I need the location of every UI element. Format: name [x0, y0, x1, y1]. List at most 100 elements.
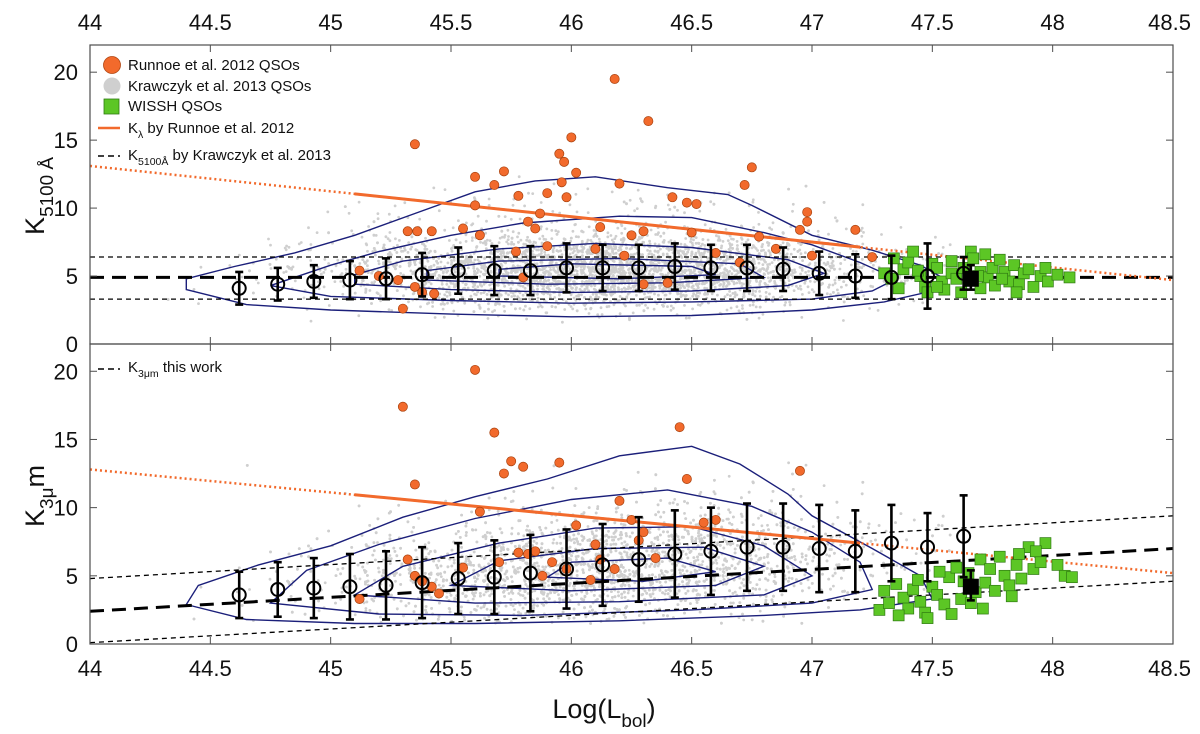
krawczyk-point	[703, 251, 706, 255]
krawczyk-point	[735, 240, 739, 243]
krawczyk-point	[582, 271, 585, 274]
krawczyk-point	[849, 263, 853, 267]
krawczyk-point	[494, 303, 497, 307]
krawczyk-point	[386, 237, 390, 241]
krawczyk-point	[552, 246, 556, 250]
krawczyk-point	[553, 296, 557, 299]
krawczyk-point	[822, 261, 826, 265]
wissh-point	[1039, 262, 1052, 274]
krawczyk-point	[493, 309, 496, 312]
krawczyk-point	[868, 307, 871, 310]
krawczyk-point	[851, 249, 855, 253]
krawczyk-point	[296, 257, 299, 260]
binned-medians	[231, 242, 972, 310]
krawczyk-point	[509, 287, 513, 290]
krawczyk-point	[635, 241, 638, 244]
krawczyk-point	[485, 293, 489, 296]
krawczyk-point	[592, 229, 596, 232]
krawczyk-point	[558, 211, 562, 215]
top-x-tick-labels: 44 44.5 45 45.5 46 46.5 47 47.5 48 48.5	[78, 10, 1191, 35]
krawczyk-point	[475, 267, 479, 271]
runnoe-point	[429, 288, 440, 299]
krawczyk-point	[773, 281, 777, 285]
krawczyk-point	[589, 239, 593, 242]
krawczyk-point	[372, 220, 376, 224]
krawczyk-point	[611, 284, 615, 287]
runnoe-point	[513, 190, 524, 201]
krawczyk-point	[607, 305, 611, 308]
krawczyk-point	[652, 307, 656, 311]
krawczyk-point	[375, 291, 379, 295]
krawczyk-point	[394, 267, 397, 271]
krawczyk-point	[647, 286, 651, 289]
krawczyk-point	[509, 217, 513, 221]
krawczyk-point	[860, 234, 864, 238]
krawczyk-point	[629, 253, 633, 257]
krawczyk-point	[560, 253, 564, 256]
krawczyk-point	[514, 307, 517, 311]
krawczyk-point	[507, 242, 510, 246]
krawczyk-point	[495, 249, 499, 253]
krawczyk-point	[712, 269, 715, 273]
krawczyk-point	[683, 304, 686, 307]
krawczyk-point	[580, 239, 584, 243]
krawczyk-point	[474, 273, 477, 276]
krawczyk-point	[503, 233, 507, 237]
krawczyk-point	[609, 244, 612, 248]
krawczyk-point	[228, 264, 232, 267]
krawczyk-point	[614, 267, 618, 271]
runnoe-point	[667, 192, 678, 203]
krawczyk-point	[387, 212, 391, 216]
krawczyk-point	[252, 291, 255, 295]
krawczyk-point	[522, 250, 525, 254]
krawczyk-point	[826, 261, 830, 264]
y-tick-label: 0	[66, 332, 78, 357]
krawczyk-point	[779, 265, 782, 269]
krawczyk-point	[291, 265, 295, 269]
krawczyk-point	[584, 307, 588, 311]
krawczyk-point	[485, 278, 489, 282]
krawczyk-point	[443, 293, 447, 297]
krawczyk-point	[285, 244, 288, 248]
krawczyk-point	[511, 291, 515, 295]
krawczyk-point	[477, 303, 481, 307]
wissh-point	[945, 255, 958, 267]
krawczyk-point	[527, 191, 530, 195]
krawczyk-point	[408, 257, 412, 260]
krawczyk-point	[479, 291, 483, 295]
krawczyk-point	[427, 301, 431, 305]
krawczyk-point	[436, 277, 440, 280]
krawczyk-point	[550, 305, 554, 308]
krawczyk-point	[630, 278, 634, 282]
runnoe-point	[559, 156, 570, 167]
krawczyk-point	[407, 300, 410, 304]
krawczyk-point	[730, 243, 734, 247]
krawczyk-point	[357, 314, 361, 318]
krawczyk-point	[730, 272, 734, 276]
krawczyk-point	[725, 275, 729, 278]
krawczyk-point	[860, 226, 864, 230]
krawczyk-point	[549, 268, 552, 272]
krawczyk-point	[403, 246, 406, 250]
wissh-point	[989, 279, 1001, 292]
krawczyk-point	[760, 249, 763, 253]
krawczyk-point	[519, 299, 522, 302]
krawczyk-point	[506, 272, 509, 276]
krawczyk-point	[585, 284, 588, 288]
krawczyk-point	[411, 271, 415, 274]
krawczyk-point	[789, 252, 793, 256]
krawczyk-point	[706, 238, 710, 242]
krawczyk-point	[934, 235, 937, 239]
krawczyk-point	[621, 269, 625, 272]
krawczyk-point	[501, 235, 504, 239]
krawczyk-point	[465, 221, 468, 225]
krawczyk-point	[609, 288, 612, 292]
krawczyk-point	[433, 316, 437, 319]
wissh-point	[986, 262, 999, 274]
y-tick-label: 10	[54, 196, 78, 221]
krawczyk-point	[737, 309, 741, 313]
krawczyk-point	[776, 258, 780, 262]
krawczyk-point	[536, 305, 540, 309]
